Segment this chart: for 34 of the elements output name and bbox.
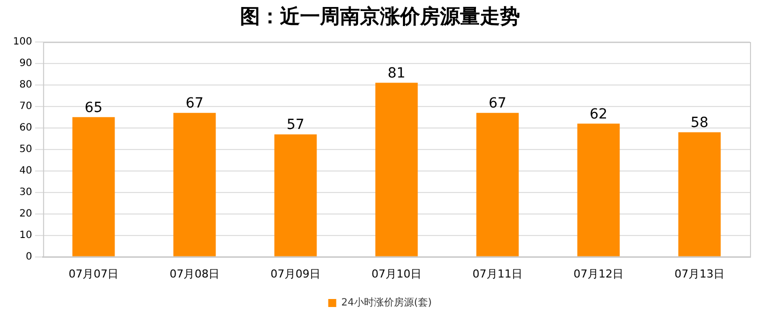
- x-tick-label: 07月13日: [674, 267, 725, 280]
- x-tick-label: 07月12日: [574, 267, 624, 280]
- y-tick-label: 80: [19, 80, 32, 91]
- data-label: 67: [186, 96, 204, 112]
- x-tick-label: 07月07日: [68, 267, 119, 280]
- y-tick-label: 30: [19, 186, 32, 198]
- bar: [577, 124, 620, 256]
- y-tick-label: 20: [19, 208, 32, 220]
- x-tick-label: 07月11日: [472, 267, 523, 280]
- y-tick-label: 70: [19, 101, 32, 112]
- bar: [72, 117, 115, 256]
- data-label: 58: [690, 114, 708, 131]
- data-label: 81: [388, 65, 406, 82]
- y-tick-label: 10: [19, 230, 32, 241]
- bar: [274, 134, 317, 256]
- bar: [476, 112, 519, 256]
- x-tick-label: 07月08日: [170, 267, 220, 280]
- y-tick-label: 50: [19, 144, 32, 155]
- data-label: 62: [590, 106, 608, 122]
- y-tick-label: 40: [19, 165, 32, 176]
- data-label: 67: [488, 96, 506, 112]
- bar: [678, 132, 721, 256]
- x-tick-label: 07月10日: [372, 267, 422, 280]
- y-tick-label: 0: [26, 251, 32, 262]
- y-tick-label: 90: [19, 58, 32, 70]
- bar: [375, 82, 418, 256]
- data-label: 57: [286, 117, 304, 134]
- legend-label: 24小时涨价房源(套): [341, 296, 432, 309]
- bar: [173, 112, 216, 256]
- y-tick-label: 100: [12, 36, 32, 48]
- y-tick-label: 60: [19, 122, 32, 134]
- data-label: 65: [84, 100, 102, 116]
- x-tick-label: 07月09日: [270, 267, 321, 280]
- chart-title: 图：近一周南京涨价房源量走势: [240, 4, 520, 28]
